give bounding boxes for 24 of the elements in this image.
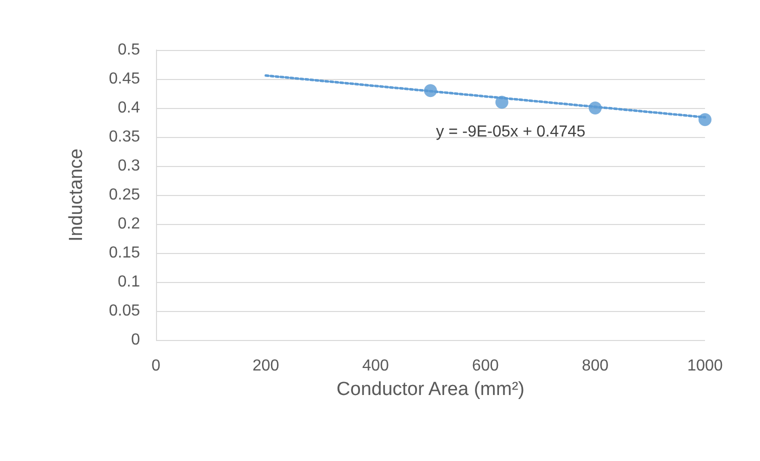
x-tick-label: 800 [582, 358, 609, 374]
x-tick-label: 0 [152, 358, 161, 374]
y-tick-label: 0.4 [118, 100, 140, 116]
y-tick-label: 0.2 [118, 216, 140, 232]
point [698, 113, 712, 126]
point [588, 102, 602, 114]
y-tick-label: 0.05 [108, 302, 140, 320]
y-tick-label: 0 [131, 332, 140, 348]
y-tick-label: 0.25 [108, 186, 140, 204]
annotation: y = -9E-05x + 0.4745 [436, 124, 586, 140]
y-tick-label: 0.45 [108, 70, 140, 88]
y-tick-label: 0.15 [108, 244, 140, 262]
x-tick-label: 200 [252, 358, 280, 374]
x-tick-label: 1000 [687, 358, 723, 374]
y-tick-label: 0.1 [118, 274, 140, 290]
y-tick-label: 0.3 [118, 158, 140, 174]
point [495, 96, 508, 109]
point [424, 84, 437, 98]
y-tick-label: 0.5 [118, 42, 140, 58]
y-axis-title: Inductance [66, 148, 87, 242]
x-tick-label: 400 [362, 358, 390, 374]
x-axis-title: Conductor Area (mm²) [336, 379, 524, 400]
y-tick-label: 0.35 [108, 128, 140, 146]
x-tick-label: 600 [472, 358, 499, 374]
